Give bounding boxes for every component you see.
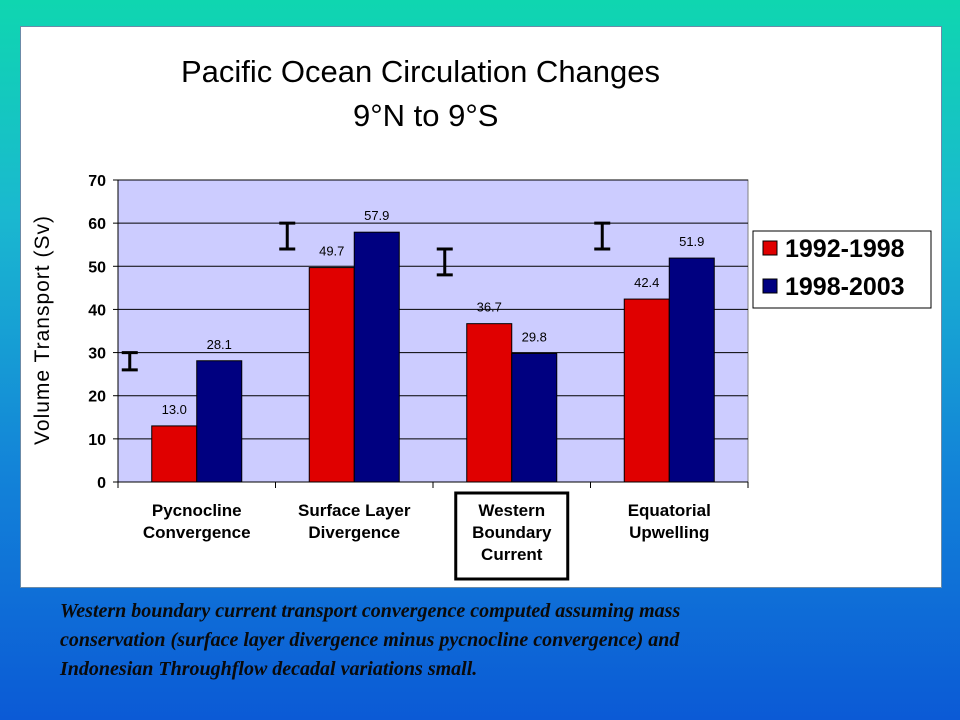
x-category-label: Surface Layer Divergence xyxy=(298,501,411,542)
data-label: 42.4 xyxy=(634,275,659,290)
error-bar xyxy=(594,221,611,251)
category-label-line: Boundary xyxy=(472,523,552,542)
bar-group xyxy=(151,231,715,483)
category-label-line: Equatorial xyxy=(628,501,711,520)
legend-item: 1992-1998 xyxy=(762,235,905,263)
data-label: 13.0 xyxy=(162,402,187,417)
x-category-label: Equatorial Upwelling xyxy=(628,501,711,542)
category-label-line: Surface Layer xyxy=(298,501,411,520)
y-tick-label: 40 xyxy=(88,302,106,319)
bar xyxy=(668,257,715,483)
y-tick-label: 60 xyxy=(88,216,106,233)
y-tick-label: 50 xyxy=(88,259,106,276)
legend-swatch xyxy=(762,240,778,256)
axes xyxy=(117,180,749,488)
data-labels: 13.0 28.1 49.7 57.9 36.7 29.8 42.4 51.9 xyxy=(162,208,705,417)
x-category-label: Pycnocline Convergence xyxy=(143,501,251,542)
category-label-line: Convergence xyxy=(143,523,251,542)
bar xyxy=(466,323,513,483)
y-tick-label: 20 xyxy=(88,389,106,406)
error-bar xyxy=(436,247,453,277)
legend-label: 1998-2003 xyxy=(785,273,905,301)
bar xyxy=(623,298,670,483)
y-tick-label: 0 xyxy=(97,475,106,492)
x-category-label: Western Boundary Current xyxy=(472,501,552,564)
chart-subtitle: 9°N to 9°S xyxy=(353,98,498,133)
category-label-line: Divergence xyxy=(308,523,400,542)
chart-panel: Pacific Ocean Circulation Changes 9°N to… xyxy=(20,26,942,588)
bar xyxy=(196,360,243,483)
caption-line: Western boundary current transport conve… xyxy=(60,600,681,622)
bar xyxy=(353,231,400,483)
legend-item: 1998-2003 xyxy=(762,273,905,301)
data-label: 51.9 xyxy=(679,234,704,249)
y-tick-labels: 0 10 20 30 40 50 60 70 xyxy=(88,173,118,492)
caption-line: conservation (surface layer divergence m… xyxy=(60,629,680,651)
legend: 1992-1998 1998-2003 xyxy=(752,230,932,309)
category-label-line: Upwelling xyxy=(629,523,709,542)
data-label: 29.8 xyxy=(522,329,547,344)
y-tick-label: 30 xyxy=(88,346,106,363)
legend-label: 1992-1998 xyxy=(785,235,905,263)
error-bar xyxy=(121,351,138,372)
chart-title: Pacific Ocean Circulation Changes xyxy=(181,54,660,89)
data-label: 36.7 xyxy=(477,300,502,315)
bar xyxy=(151,425,198,483)
y-axis-label: Volume Transport (Sv) xyxy=(31,215,54,445)
data-label: 57.9 xyxy=(364,208,389,223)
category-label-line: Current xyxy=(481,545,543,564)
category-label-line: Pycnocline xyxy=(152,501,242,520)
category-highlight-box xyxy=(454,491,570,581)
y-tick-label: 70 xyxy=(88,173,106,190)
bar-chart: Pacific Ocean Circulation Changes 9°N to… xyxy=(31,54,932,581)
legend-box xyxy=(752,230,932,309)
data-label: 49.7 xyxy=(319,244,344,259)
bar xyxy=(511,352,558,483)
caption: Western boundary current transport conve… xyxy=(60,597,920,684)
x-category-labels: Pycnocline Convergence Surface Layer Diverg… xyxy=(143,491,711,581)
bar xyxy=(308,267,355,483)
y-tick-label: 10 xyxy=(88,432,106,449)
error-bars xyxy=(121,221,611,372)
data-label: 28.1 xyxy=(207,337,232,352)
category-label-line: Western xyxy=(478,501,545,520)
legend-swatch xyxy=(762,278,778,294)
error-bar xyxy=(279,221,296,251)
caption-line: Indonesian Throughflow decadal variation… xyxy=(60,658,478,680)
